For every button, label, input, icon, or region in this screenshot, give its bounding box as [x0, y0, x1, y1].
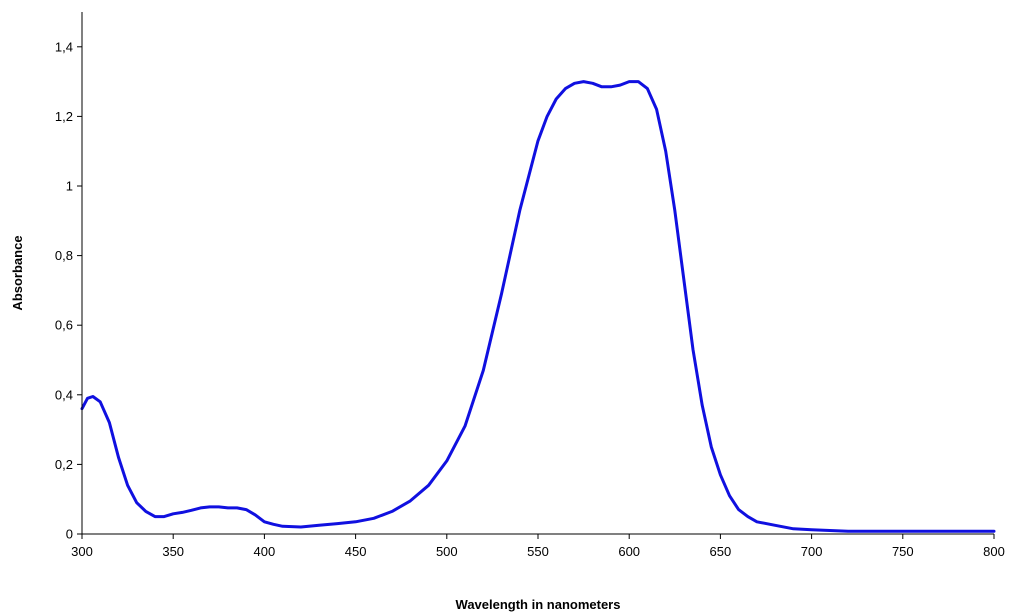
- y-tick-label: 0,4: [55, 387, 73, 402]
- x-tick-label: 400: [254, 544, 276, 559]
- x-tick-label: 650: [710, 544, 732, 559]
- y-axis-title: Absorbance: [10, 235, 25, 310]
- y-axis: 0 0,2 0,4 0,6 0,8 1 1,2 1,4: [55, 12, 83, 542]
- y-tick-label: 0,2: [55, 457, 73, 472]
- y-tick-label: 1: [66, 179, 73, 194]
- y-tick-label: 1,2: [55, 109, 73, 124]
- x-tick-label: 500: [436, 544, 458, 559]
- y-tick-label: 1,4: [55, 39, 73, 54]
- y-tick-label: 0,6: [55, 318, 73, 333]
- y-tick-label: 0: [66, 527, 73, 542]
- x-tick-label: 300: [71, 544, 93, 559]
- x-tick-label: 450: [345, 544, 367, 559]
- x-tick-label: 750: [892, 544, 914, 559]
- x-tick-label: 700: [801, 544, 823, 559]
- x-axis-title: Wavelength in nanometers: [456, 597, 621, 612]
- x-tick-label: 600: [618, 544, 640, 559]
- x-tick-label: 800: [983, 544, 1005, 559]
- x-tick-label: 550: [527, 544, 549, 559]
- x-tick-label: 350: [162, 544, 184, 559]
- x-axis: 300 350 400 450 500 550 600 650 700 750 800: [71, 533, 1005, 559]
- y-tick-label: 0,8: [55, 248, 73, 263]
- absorbance-series-line: [80, 80, 996, 533]
- plot-area: [80, 80, 996, 533]
